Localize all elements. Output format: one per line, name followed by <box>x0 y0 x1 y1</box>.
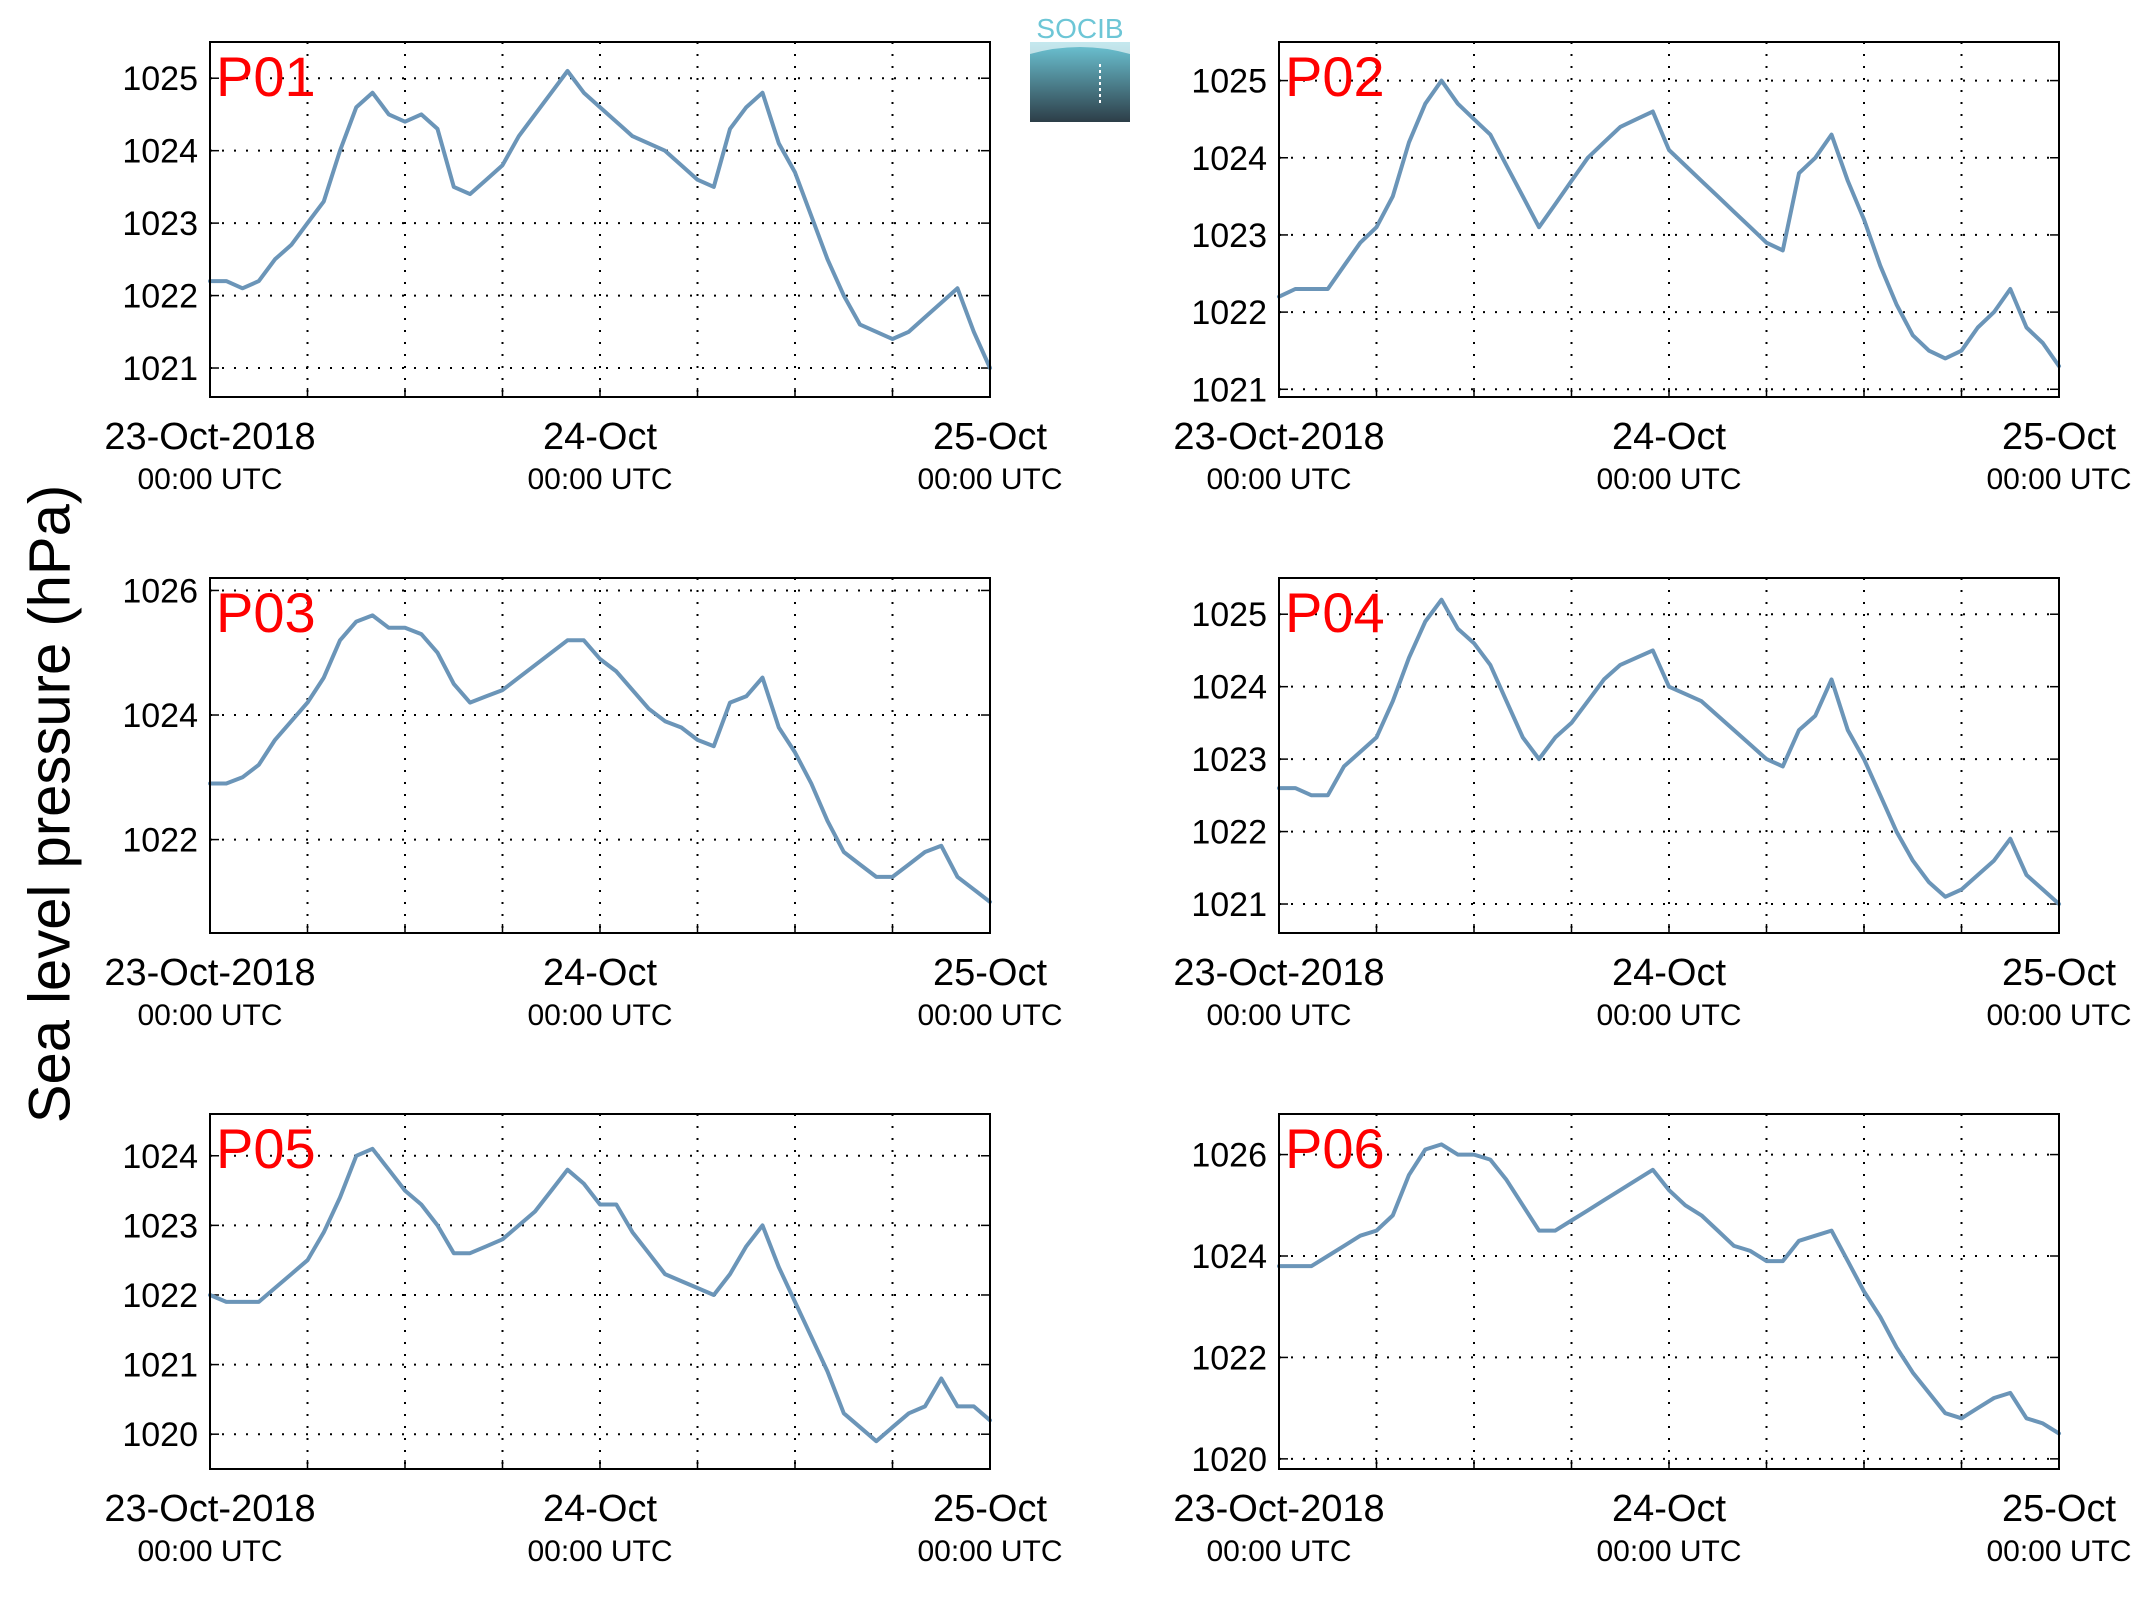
plot-frame <box>1278 1113 2060 1470</box>
chart-panel-p05: 1020 1021 1022 1023 1024 23-Oct-2018 00:00 UTC… <box>0 1072 1069 1608</box>
x-tick-label-date: 24-Oct <box>1612 416 1726 458</box>
plot-frame <box>1278 41 2060 398</box>
x-tick-label-date: 23-Oct-2018 <box>1173 416 1384 458</box>
x-tick-label-date: 23-Oct-2018 <box>1173 952 1384 994</box>
y-tick-label: 1021 <box>122 350 198 388</box>
y-tick-label: 1023 <box>122 205 198 243</box>
x-tick-label-time: 00:00 UTC <box>1986 1535 2131 1568</box>
x-tick-label-date: 24-Oct <box>1612 952 1726 994</box>
y-tick-label: 1022 <box>122 822 198 860</box>
pressure-series-line <box>208 69 992 370</box>
y-tick-label: 1024 <box>122 697 198 735</box>
y-tick-label: 1022 <box>1191 1339 1267 1377</box>
x-tick-label-time: 00:00 UTC <box>1206 999 1351 1032</box>
x-tick-label-time: 00:00 UTC <box>527 463 672 496</box>
y-tick-label: 1026 <box>122 572 198 610</box>
y-tick-label: 1023 <box>1191 217 1267 255</box>
y-tick-label: 1020 <box>1191 1441 1267 1479</box>
x-tick-label-time: 00:00 UTC <box>1206 1535 1351 1568</box>
x-tick-label-date: 24-Oct <box>543 1488 657 1530</box>
x-tick-label-date: 25-Oct <box>933 952 1047 994</box>
x-tick-label-date: 23-Oct-2018 <box>104 416 315 458</box>
station-label: P05 <box>216 1117 316 1180</box>
chart-panel-p04: 1021 1022 1023 1024 1025 23-Oct-2018 00:00 UTC… <box>1069 536 2138 1072</box>
x-tick-label-date: 25-Oct <box>2002 416 2116 458</box>
y-tick-label: 1024 <box>1191 140 1267 178</box>
station-label: P04 <box>1285 581 1385 644</box>
y-tick-label: 1024 <box>122 1138 198 1176</box>
pressure-series-line <box>208 613 992 904</box>
x-tick-label-time: 00:00 UTC <box>137 463 282 496</box>
x-tick-label-date: 24-Oct <box>543 952 657 994</box>
x-tick-label-time: 00:00 UTC <box>1596 999 1741 1032</box>
y-tick-label: 1022 <box>122 278 198 316</box>
y-tick-label: 1022 <box>122 1277 198 1315</box>
x-tick-label-time: 00:00 UTC <box>527 999 672 1032</box>
x-tick-label-time: 00:00 UTC <box>1206 463 1351 496</box>
chart-panel-p03: 1022 1024 1026 23-Oct-2018 00:00 UTC 24-Oct 00… <box>0 536 1069 1072</box>
x-tick-label-date: 23-Oct-2018 <box>104 952 315 994</box>
chart-panel-p06: 1020 1022 1024 1026 23-Oct-2018 00:00 UTC 24-O… <box>1069 1072 2138 1608</box>
x-tick-label-time: 00:00 UTC <box>527 1535 672 1568</box>
socib-logo: SOCIB <box>1030 18 1130 122</box>
y-tick-label: 1021 <box>1191 371 1267 409</box>
x-tick-label-time: 00:00 UTC <box>917 1535 1062 1568</box>
station-label: P03 <box>216 581 316 644</box>
y-tick-label: 1023 <box>1191 741 1267 779</box>
x-tick-label-date: 23-Oct-2018 <box>104 1488 315 1530</box>
x-tick-label-time: 00:00 UTC <box>1986 999 2131 1032</box>
x-tick-label-time: 00:00 UTC <box>917 999 1062 1032</box>
x-tick-label-date: 25-Oct <box>2002 952 2116 994</box>
y-tick-label: 1025 <box>1191 63 1267 101</box>
y-tick-label: 1021 <box>122 1347 198 1385</box>
y-tick-label: 1025 <box>122 60 198 98</box>
x-tick-label-date: 24-Oct <box>1612 1488 1726 1530</box>
y-tick-label: 1024 <box>1191 669 1267 707</box>
pressure-series-line <box>208 1146 992 1444</box>
y-tick-label: 1025 <box>1191 596 1267 634</box>
station-label: P01 <box>216 45 316 108</box>
logo-text: SOCIB <box>1036 18 1123 44</box>
plot-frame <box>209 1113 991 1470</box>
y-tick-label: 1024 <box>1191 1238 1267 1276</box>
plot-frame <box>209 41 991 398</box>
x-tick-label-date: 25-Oct <box>933 416 1047 458</box>
pressure-series-line <box>1277 1142 2061 1436</box>
x-tick-label-date: 25-Oct <box>933 1488 1047 1530</box>
y-tick-label: 1023 <box>122 1207 198 1245</box>
x-tick-label-date: 25-Oct <box>2002 1488 2116 1530</box>
pressure-series-line <box>1277 597 2061 906</box>
x-tick-label-time: 00:00 UTC <box>917 463 1062 496</box>
x-tick-label-date: 23-Oct-2018 <box>1173 1488 1384 1530</box>
station-label: P06 <box>1285 1117 1385 1180</box>
x-tick-label-time: 00:00 UTC <box>137 999 282 1032</box>
plot-frame <box>209 577 991 934</box>
x-tick-label-time: 00:00 UTC <box>137 1535 282 1568</box>
x-tick-label-time: 00:00 UTC <box>1596 1535 1741 1568</box>
chart-panel-p02: 1021 1022 1023 1024 1025 23-Oct-2018 00:00 UTC… <box>1069 0 2138 536</box>
x-tick-label-time: 00:00 UTC <box>1986 463 2131 496</box>
station-label: P02 <box>1285 45 1385 108</box>
x-tick-label-time: 00:00 UTC <box>1596 463 1741 496</box>
x-tick-label-date: 24-Oct <box>543 416 657 458</box>
y-tick-label: 1022 <box>1191 814 1267 852</box>
y-tick-label: 1020 <box>122 1416 198 1454</box>
y-tick-label: 1022 <box>1191 294 1267 332</box>
y-tick-label: 1026 <box>1191 1137 1267 1175</box>
y-tick-label: 1021 <box>1191 886 1267 924</box>
y-tick-label: 1024 <box>122 133 198 171</box>
pressure-series-line <box>1277 78 2061 369</box>
chart-panel-p01: 1021 1022 1023 1024 1025 23-Oct-2018 00:00 UTC… <box>0 0 1069 536</box>
plot-frame <box>1278 577 2060 934</box>
